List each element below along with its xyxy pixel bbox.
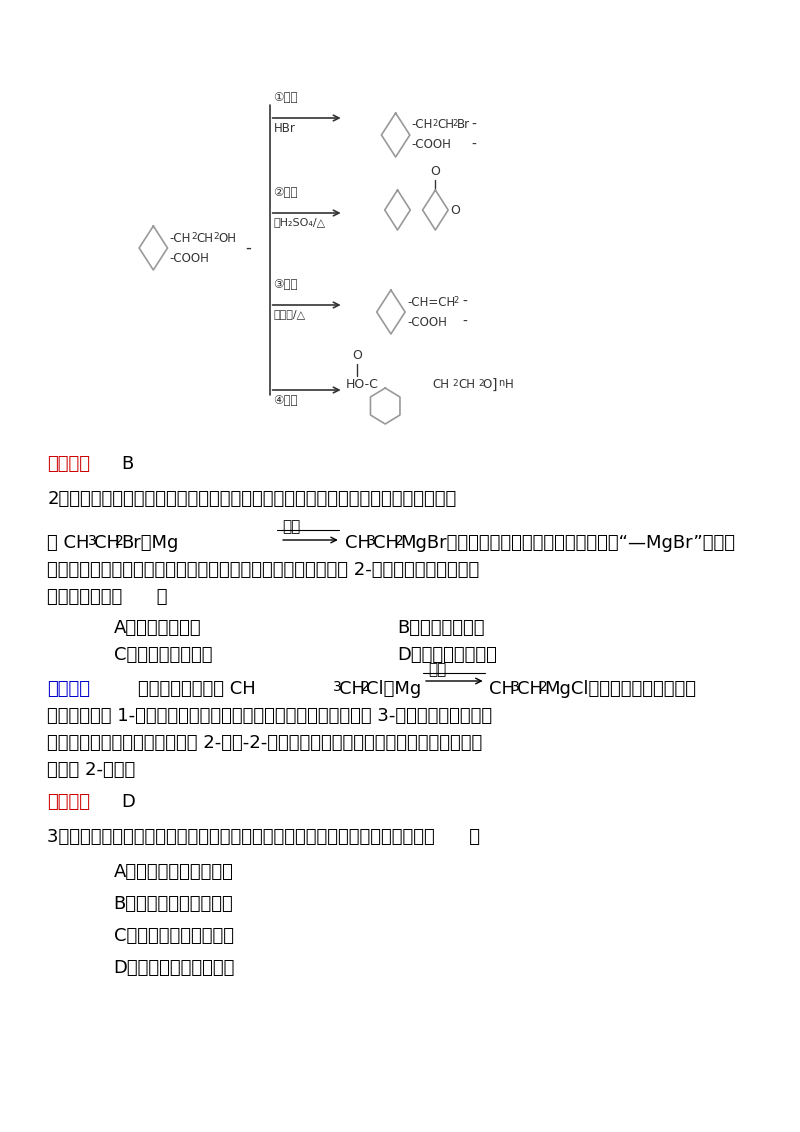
Text: n: n [498,378,504,388]
Text: 乙醚: 乙醚 [282,518,300,534]
Text: CH: CH [433,378,450,392]
Text: O: O [482,378,492,392]
Text: CH: CH [517,680,542,698]
Text: 乙醚: 乙醚 [428,662,446,677]
Text: Cl＋Mg: Cl＋Mg [366,680,422,698]
Text: 2: 2 [361,680,370,694]
Text: ③消去: ③消去 [274,278,298,291]
Text: ④缩聚: ④缩聚 [274,394,298,408]
Text: B: B [121,455,134,473]
Text: 3: 3 [511,680,520,694]
Text: -: - [245,239,251,257]
Text: 2: 2 [478,379,483,388]
Text: 2: 2 [115,534,124,548]
Text: -: - [471,138,476,152]
Text: A．加成反应、取代反应: A．加成反应、取代反应 [114,863,234,881]
Text: CH: CH [373,534,399,552]
Text: 2: 2 [453,119,458,128]
Text: 2: 2 [453,379,458,388]
Text: ]: ] [491,378,497,392]
Text: D．取代反应、加成反应: D．取代反应、加成反应 [114,959,235,977]
Text: 会生成 2-丙醇。: 会生成 2-丙醇。 [47,761,135,779]
Text: A．氯乙烷和甲醓: A．氯乙烷和甲醓 [114,619,202,637]
Text: OH: OH [218,232,237,245]
Text: -COOH: -COOH [170,251,210,265]
Text: HBr: HBr [274,122,295,135]
Text: B．加成反应、消去反应: B．加成反应、消去反应 [114,895,234,914]
Text: 【解析】: 【解析】 [47,680,90,698]
Text: CH: CH [490,680,515,698]
Text: -CH=CH: -CH=CH [407,295,455,309]
Text: D．一氯甲烷和乙醓: D．一氯甲烷和乙醓 [398,646,498,664]
Text: 酮发生上述一系列反应后会生成 2-甲基-2-丙醇；一氯甲烷和乙醓发生上述一系列反应后: 酮发生上述一系列反应后会生成 2-甲基-2-丙醇；一氯甲烷和乙醓发生上述一系列反… [47,734,482,752]
Text: ②酯化: ②酯化 [274,186,298,199]
Text: CH: CH [197,232,214,245]
Text: Br＋Mg: Br＋Mg [121,534,178,552]
Text: -COOH: -COOH [412,138,451,152]
Text: O: O [430,165,440,178]
Text: -: - [471,118,476,132]
Text: MgCl，然后再与甲醓发生反: MgCl，然后再与甲醓发生反 [544,680,696,698]
Text: 2: 2 [454,295,458,305]
Text: -: - [462,315,466,329]
Text: 浓H₂SO₄/△: 浓H₂SO₄/△ [274,217,326,228]
Text: D: D [121,794,135,811]
Text: CH: CH [438,119,454,131]
Text: 氯乙烷先发生反应 CH: 氯乙烷先发生反应 CH [115,680,256,698]
Text: 到灰基的氧上，所得产物经水解可得醇。今欲通过上述反应合成 2-丙醇，选用的有机原料: 到灰基的氧上，所得产物经水解可得醇。今欲通过上述反应合成 2-丙醇，选用的有机原… [47,561,479,578]
Text: B．氯乙烷和丙醓: B．氯乙烷和丙醓 [398,619,485,637]
Text: -COOH: -COOH [407,316,447,328]
Text: 3: 3 [333,680,342,694]
Text: 如 CH: 如 CH [47,534,90,552]
Text: 2: 2 [538,680,547,694]
Text: 浓硫酸/△: 浓硫酸/△ [274,309,306,319]
Text: 3: 3 [367,534,376,548]
Text: 2．格林尼亚试剂简称「格氏试剂」，它是卤代烃与金属镁在无水乙醚中作用得到的，: 2．格林尼亚试剂简称「格氏试剂」，它是卤代烃与金属镁在无水乙醚中作用得到的， [47,490,457,508]
Text: O: O [450,204,460,216]
Text: -CH: -CH [412,119,433,131]
Text: -: - [462,295,466,309]
Text: ①取代: ①取代 [274,91,298,104]
Text: 应水解后生成 1-丙醇；氯乙烷和丙醓发生上述一系列反应后会生成 3-戊醇；一氯甲烷和丙: 应水解后生成 1-丙醇；氯乙烷和丙醓发生上述一系列反应后会生成 3-戊醇；一氯甲… [47,708,493,724]
Text: H: H [505,378,514,392]
Text: C．取代反应、消去反应: C．取代反应、消去反应 [114,927,234,945]
Text: 正确的一组是（      ）: 正确的一组是（ ） [47,588,168,606]
Text: CH: CH [94,534,120,552]
Text: 2: 2 [191,232,197,241]
Text: 【答案】: 【答案】 [47,455,90,473]
Text: 3．如果以乙烯为原料，经过两步反应制得乙二醇，则这两步反应的类型依次是（      ）: 3．如果以乙烯为原料，经过两步反应制得乙二醇，则这两步反应的类型依次是（ ） [47,827,480,846]
Text: 【答案】: 【答案】 [47,794,90,811]
Text: CH: CH [346,534,371,552]
Text: 2: 2 [394,534,403,548]
Text: 2: 2 [433,119,438,128]
Text: Br: Br [457,119,470,131]
Text: HO-C: HO-C [346,378,378,392]
Text: CH: CH [458,378,475,392]
Text: CH: CH [339,680,365,698]
Text: 2: 2 [213,232,218,241]
Text: O: O [352,349,362,362]
Text: C．一氯甲烷和丙酮: C．一氯甲烷和丙酮 [114,646,212,664]
Text: -CH: -CH [170,232,190,245]
Text: 3: 3 [88,534,97,548]
Text: MgBr，它可与灰基发生加成反应，其中的“—MgBr”部分加: MgBr，它可与灰基发生加成反应，其中的“—MgBr”部分加 [400,534,735,552]
